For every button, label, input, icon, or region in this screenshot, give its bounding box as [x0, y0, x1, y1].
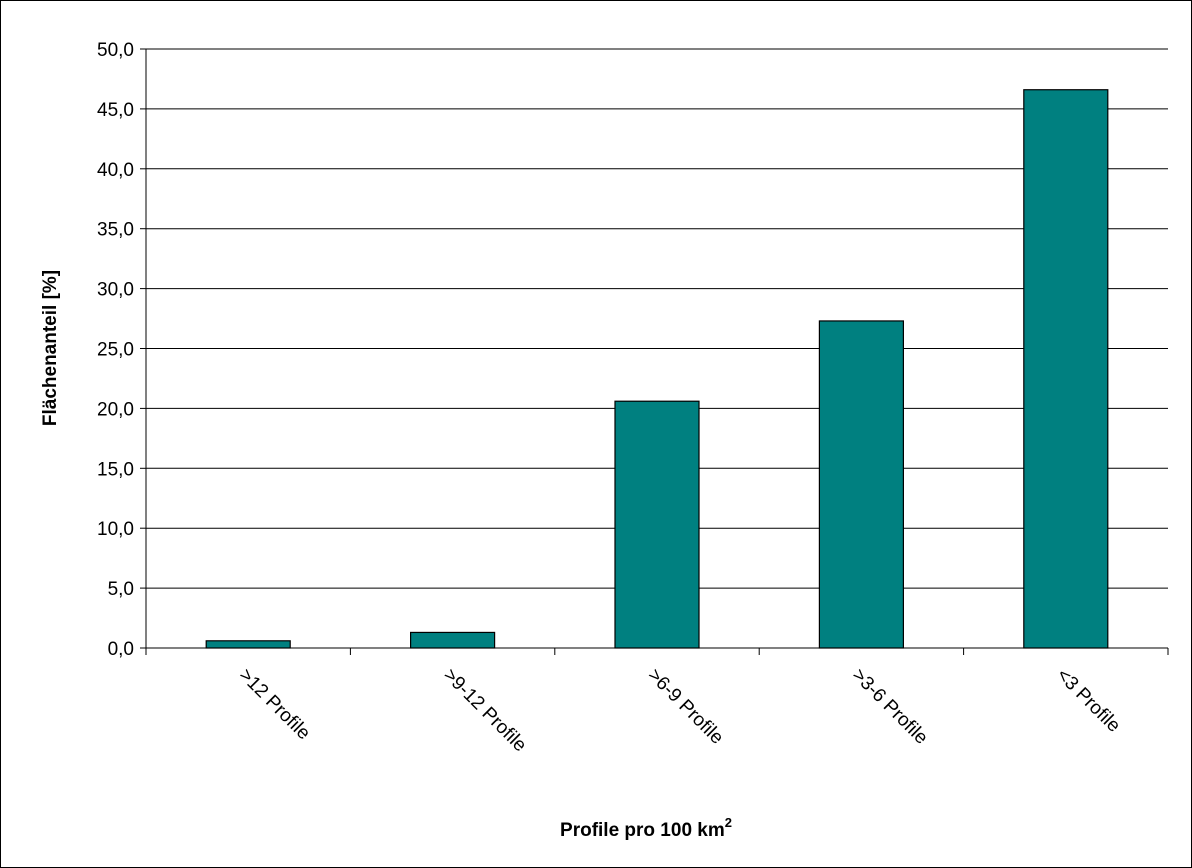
bar [614, 400, 700, 649]
x-axis-title-superscript: 2 [725, 815, 732, 830]
x-tick-label: >12 Profile [235, 665, 314, 744]
gridlines [146, 48, 1168, 589]
x-tick-label: >3-6 Profile [848, 665, 932, 749]
y-axis-title: Flächenanteil [%] [40, 270, 61, 426]
bar [1023, 89, 1109, 649]
bar [205, 640, 291, 649]
y-tick-label: 10,0 [97, 519, 134, 540]
bars [205, 89, 1109, 649]
x-tick-label: <3 Profile [1052, 665, 1124, 737]
y-tick-labels: 0,0 5,0 10,0 15,0 20,0 25,0 30,0 35,0 40,0 45,0 50… [97, 40, 134, 660]
y-tick-label: 25,0 [97, 340, 134, 361]
x-tick-labels: >12 Profile >9-12 Profile >6-9 Profile >3-6… [235, 665, 1125, 756]
x-axis-title-text: Profile pro 100 km [560, 820, 725, 841]
x-axis-title: Profile pro 100 km2 [560, 815, 732, 841]
y-tick-label: 5,0 [108, 579, 134, 600]
y-tick-label: 0,0 [108, 639, 134, 660]
y-tick-label: 20,0 [97, 399, 134, 420]
y-tick-label: 35,0 [97, 220, 134, 241]
y-tick-label: 40,0 [97, 160, 134, 181]
x-tick-label: >9-12 Profile [439, 665, 530, 756]
x-tick-label: >6-9 Profile [643, 665, 727, 749]
y-tick-label: 50,0 [97, 40, 134, 61]
y-tick-label: 45,0 [97, 100, 134, 121]
bar [818, 320, 905, 649]
y-tick-label: 30,0 [97, 280, 134, 301]
y-tick-label: 15,0 [97, 459, 134, 480]
axes [140, 48, 1169, 655]
bar [410, 631, 496, 649]
